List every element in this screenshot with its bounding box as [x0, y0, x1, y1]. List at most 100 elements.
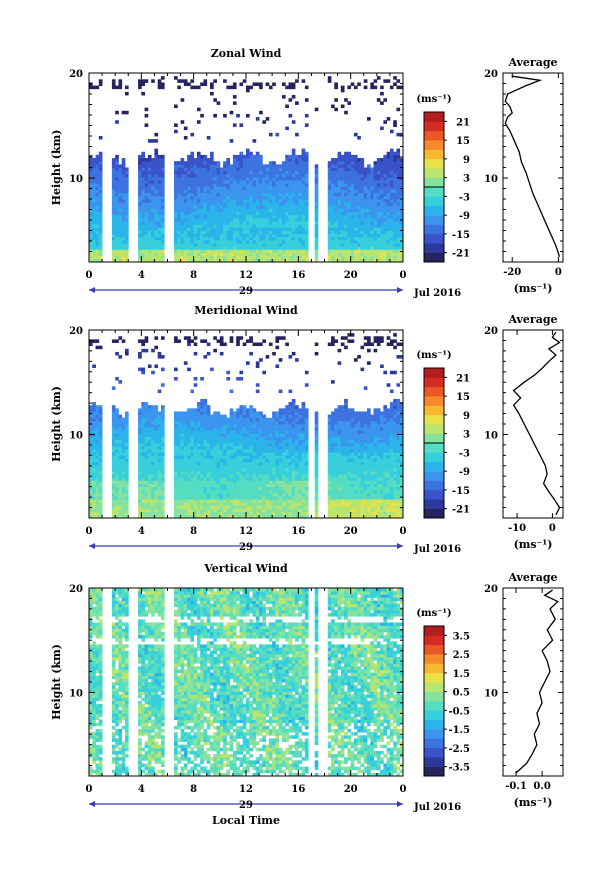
- heatmap-cells: [89, 588, 404, 777]
- x-tick-label: 12: [239, 784, 253, 795]
- colorbar-step: [424, 252, 444, 263]
- y-tick-label: 20: [69, 326, 83, 337]
- x-tick-label: 16: [291, 526, 305, 537]
- y-tick-label: 20: [69, 584, 83, 595]
- colorbar-step: [424, 654, 444, 664]
- colorbar-step: [424, 205, 444, 216]
- colorbar-step: [424, 386, 444, 397]
- profile-y-tick-label: 20: [484, 326, 498, 337]
- x-axis-label: Local Time: [212, 814, 280, 827]
- profile-x-axis-label: (ms⁻¹): [514, 282, 553, 295]
- heatmap-cells: [89, 76, 404, 263]
- colorbar-step: [424, 672, 444, 683]
- profile-x-tick-label: 0.0: [533, 781, 550, 792]
- colorbar-step: [424, 424, 444, 434]
- y-axis-label: Height (km): [50, 386, 63, 462]
- x-tick-label: 0: [86, 784, 93, 795]
- colorbar-step: [424, 738, 444, 749]
- day-label: 29: [239, 800, 253, 811]
- colorbar-step: [424, 158, 444, 169]
- colorbar-tick-label: 3: [463, 430, 470, 441]
- day-axis-arrow-right: [397, 543, 403, 549]
- y-axis-label: Height (km): [50, 644, 63, 720]
- colorbar-tick-label: -15: [452, 230, 470, 241]
- day-axis-arrow-left: [89, 801, 95, 807]
- colorbar-step: [424, 729, 444, 739]
- colorbar-tick-label: 21: [456, 373, 470, 384]
- x-tick-label: 4: [138, 270, 145, 281]
- colorbar-tick-label: 3.5: [453, 631, 470, 642]
- x-tick-label: 16: [291, 270, 305, 281]
- y-tick-label: 20: [69, 69, 83, 80]
- x-tick-label: 0: [86, 526, 93, 537]
- colorbar-unit: (ms⁻¹): [416, 94, 451, 105]
- profile-x-tick-label: -10: [508, 523, 526, 534]
- day-label: 29: [239, 542, 253, 553]
- colorbar-tick-label: 15: [456, 136, 470, 147]
- day-axis-arrow-right: [397, 287, 403, 293]
- x-tick-label: 0: [400, 270, 407, 281]
- colorbar-step: [424, 215, 444, 225]
- profile-panel: Average 20 10 -0.1 0.0 (ms⁻¹): [484, 571, 564, 809]
- profile-y-tick-label: 10: [484, 174, 498, 185]
- colorbar-step: [424, 443, 444, 453]
- colorbar-step: [424, 682, 444, 692]
- colorbar-step: [424, 766, 444, 777]
- x-tick-label: 0: [400, 784, 407, 795]
- colorbar-tick-label: -21: [452, 249, 470, 260]
- profile-x-tick-label: 0: [549, 523, 556, 534]
- colorbar-unit: (ms⁻¹): [416, 350, 451, 361]
- profile-y-tick-label: 10: [484, 688, 498, 699]
- colorbar-step: [424, 121, 444, 132]
- colorbar-step: [424, 368, 444, 378]
- profile-y-tick-label: 20: [484, 584, 498, 595]
- colorbar-step: [424, 461, 444, 472]
- colorbar-tick-label: 2.5: [453, 650, 470, 661]
- colorbar-tick-label: -1.5: [448, 725, 470, 736]
- colorbar-step: [424, 719, 444, 730]
- colorbar-tick-label: 9: [463, 155, 470, 166]
- colorbar-tick-label: -2.5: [448, 744, 470, 755]
- x-tick-label: 20: [344, 270, 358, 281]
- month-label: Jul 2016: [413, 802, 461, 813]
- profile-x-axis-label: (ms⁻¹): [514, 796, 553, 809]
- profile-line: [515, 589, 559, 774]
- y-tick-label: 10: [69, 430, 83, 441]
- colorbar-step: [424, 691, 444, 702]
- profile-panel: Average 20 10 -10 0 (ms⁻¹): [484, 313, 564, 551]
- profile-title: Average: [507, 571, 557, 584]
- panel-title: Vertical Wind: [203, 562, 288, 575]
- colorbar-step: [424, 757, 444, 767]
- day-label: 29: [239, 286, 253, 297]
- panel-0: Zonal Wind 0 4 8 12 16 20 0 29 Jul 2016 20 10 Height…: [50, 47, 564, 299]
- profile-title: Average: [507, 56, 557, 69]
- x-tick-label: 0: [86, 270, 93, 281]
- x-tick-label: 8: [190, 784, 197, 795]
- colorbar-step: [424, 243, 444, 253]
- x-tick-label: 20: [344, 526, 358, 537]
- colorbar-step: [424, 130, 444, 141]
- x-tick-label: 4: [138, 784, 145, 795]
- colorbar-step: [424, 635, 444, 646]
- colorbar-step: [424, 377, 444, 388]
- panel-title: Zonal Wind: [211, 47, 282, 60]
- colorbar-step: [424, 196, 444, 207]
- colorbar-tick-label: -15: [452, 486, 470, 497]
- y-tick-label: 10: [69, 688, 83, 699]
- profile-y-tick-label: 10: [484, 430, 498, 441]
- colorbar-step: [424, 471, 444, 481]
- panel-2: Vertical Wind 0 4 8 12 16 20 0 29 Jul 2016 20 10 Hei…: [50, 562, 564, 827]
- colorbar-step: [424, 187, 444, 197]
- colorbar-step: [424, 644, 444, 655]
- x-tick-label: 8: [190, 270, 197, 281]
- profile-y-tick-label: 20: [484, 69, 498, 80]
- colorbar-tick-label: 21: [456, 117, 470, 128]
- colorbar-step: [424, 233, 444, 244]
- x-tick-label: 8: [190, 526, 197, 537]
- day-axis-arrow-left: [89, 543, 95, 549]
- colorbar-tick-label: -3: [459, 192, 470, 203]
- colorbar-step: [424, 224, 444, 235]
- colorbar-step: [424, 177, 444, 188]
- colorbar-step: [424, 508, 444, 519]
- colorbar-step: [424, 396, 444, 406]
